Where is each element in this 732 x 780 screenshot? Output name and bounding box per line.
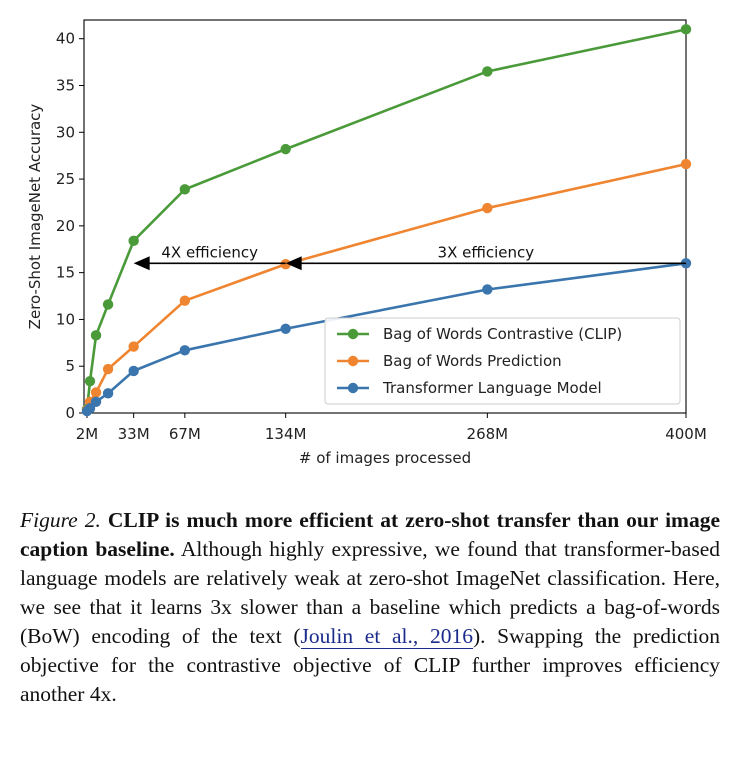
y-axis-title: Zero-Shot ImageNet Accuracy — [26, 104, 44, 330]
y-tick-label: 40 — [56, 30, 75, 48]
legend-box — [324, 317, 681, 405]
efficiency-arrow-head — [285, 256, 302, 271]
legend-swatch-marker — [347, 355, 359, 367]
series-point-0 — [482, 66, 493, 77]
x-tick-label: 134M — [265, 425, 307, 443]
y-tick-label: 35 — [56, 77, 75, 95]
plot-frame — [83, 19, 687, 414]
series-point-0 — [90, 330, 102, 341]
series-point-2 — [280, 323, 291, 334]
x-tick-label: 67M — [169, 425, 201, 443]
efficiency-arrow-head — [133, 256, 150, 271]
y-tick-label: 15 — [56, 264, 75, 282]
series-point-0 — [84, 375, 96, 387]
series-point-0 — [179, 184, 191, 195]
caption-text-part1: Although highly expressive, we found tha… — [20, 537, 721, 648]
x-tick-label: 2M — [76, 425, 99, 443]
x-tick-label: 400M — [665, 425, 707, 443]
series-point-1 — [482, 202, 493, 214]
series-point-1 — [280, 259, 291, 270]
x-tick-label: 268M — [467, 425, 509, 443]
y-tick-label: 5 — [65, 357, 75, 375]
efficiency-label: 3X efficiency — [438, 243, 535, 261]
series-point-0 — [102, 299, 114, 310]
legend-label: Transformer Language Model — [382, 379, 602, 397]
caption-text-part2: ). Swapping the prediction objective for… — [20, 624, 720, 706]
x-tick-label: 33M — [118, 425, 150, 443]
series-point-2 — [102, 388, 114, 399]
x-axis-title: # of images processed — [299, 449, 471, 467]
series-point-0 — [280, 143, 291, 155]
legend-label: Bag of Words Contrastive (CLIP) — [383, 325, 622, 343]
series-point-1 — [90, 387, 102, 398]
chart: 0 5 10 15 20 25 30 35 40 2M 33M 67M 134M 268M 400M # of… — [26, 19, 707, 467]
series-point-1 — [128, 341, 139, 352]
series-point-1 — [179, 295, 191, 306]
figure-caption: Figure 2. CLIP is much more efficient at… — [20, 506, 720, 709]
series-point-2 — [128, 365, 139, 377]
series-point-1 — [102, 363, 114, 375]
series-point-2 — [90, 396, 102, 407]
efficiency-label: 4X efficiency — [161, 243, 258, 261]
legend-swatch-marker — [347, 328, 359, 340]
series-point-1 — [680, 158, 692, 170]
caption-bold-summary: CLIP is much more efficient at zero-shot… — [20, 508, 720, 561]
y-tick-label: 0 — [65, 404, 75, 422]
y-tick-label: 20 — [56, 217, 75, 235]
y-tick-label: 10 — [56, 310, 75, 328]
series-point-0 — [680, 24, 692, 35]
series-point-2 — [482, 284, 493, 295]
series-point-2 — [84, 403, 96, 414]
y-tick-label: 25 — [56, 170, 75, 188]
legend-swatch-marker — [347, 382, 359, 394]
y-tick-label: 30 — [56, 123, 75, 141]
series-point-0 — [128, 235, 139, 247]
legend-label: Bag of Words Prediction — [383, 352, 562, 370]
caption-label: Figure 2. — [20, 508, 101, 532]
caption-citation-link[interactable]: Joulin et al., 2016 — [300, 624, 473, 649]
series-point-2 — [179, 345, 191, 356]
